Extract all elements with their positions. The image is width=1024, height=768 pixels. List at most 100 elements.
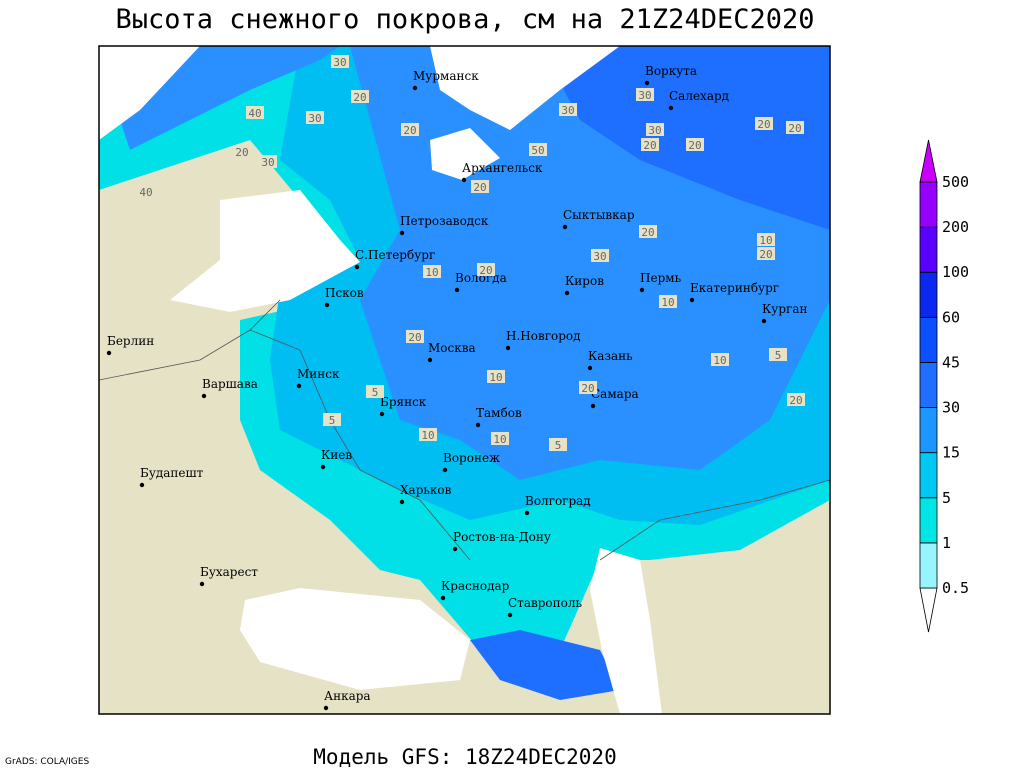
contour-label-bg bbox=[406, 330, 424, 343]
city-label: Екатеринбург bbox=[690, 281, 779, 295]
contour-label-bg bbox=[366, 385, 384, 398]
contour-label-bg bbox=[246, 106, 264, 119]
contour-label-bg bbox=[591, 249, 609, 262]
legend-label: 200 bbox=[942, 218, 969, 236]
contour-label-bg bbox=[757, 233, 775, 246]
contour-label-bg bbox=[786, 121, 804, 134]
contour-label-bg bbox=[529, 143, 547, 156]
contour-label: 20 bbox=[788, 122, 801, 135]
city-dot bbox=[461, 177, 467, 183]
city-label: Волгоград bbox=[525, 494, 591, 508]
contour-label: 20 bbox=[688, 139, 701, 152]
legend-below bbox=[919, 587, 938, 633]
city-dot bbox=[505, 345, 511, 351]
legend-band bbox=[919, 181, 938, 228]
city-label: Сыктывкар bbox=[563, 208, 635, 222]
contour-label: 5 bbox=[775, 349, 782, 362]
city-label: Минск bbox=[297, 367, 340, 381]
legend-band bbox=[919, 452, 938, 499]
legend-band bbox=[919, 407, 938, 454]
border bbox=[249, 329, 471, 561]
city-label: Самара bbox=[591, 387, 639, 401]
contour-label-bg bbox=[259, 155, 277, 168]
contour-label-bg bbox=[659, 295, 677, 308]
white-sea bbox=[430, 128, 500, 180]
contour-label: 10 bbox=[425, 266, 438, 279]
contour-label: 20 bbox=[759, 248, 772, 261]
contour-label: 30 bbox=[593, 250, 606, 263]
contour-label: 30 bbox=[261, 156, 274, 169]
contour-label: 20 bbox=[235, 146, 248, 159]
contour-label-bg bbox=[559, 103, 577, 116]
city-label: Пермь bbox=[640, 271, 682, 285]
city-label: Казань bbox=[588, 349, 633, 363]
contour-label: 20 bbox=[581, 382, 594, 395]
legend-band bbox=[919, 271, 938, 318]
city-label: Краснодар bbox=[441, 579, 510, 593]
city-label: Киев bbox=[321, 448, 352, 462]
city-label: Будапешт bbox=[140, 466, 204, 480]
city-label: Ростов-на-Дону bbox=[453, 530, 551, 544]
contour-label: 20 bbox=[408, 331, 421, 344]
city-label: Харьков bbox=[400, 483, 452, 497]
contour-label-bg bbox=[641, 138, 659, 151]
black-sea bbox=[240, 588, 470, 690]
contour-label-bg bbox=[487, 370, 505, 383]
city-dot bbox=[442, 467, 448, 473]
contour-label: 40 bbox=[139, 186, 152, 199]
contour-label: 10 bbox=[713, 354, 726, 367]
city-label: Воркута bbox=[645, 64, 697, 78]
contour-label: 10 bbox=[759, 234, 772, 247]
contour-label-bg bbox=[639, 225, 657, 238]
contour-label: 30 bbox=[561, 104, 574, 117]
city-label: Петрозаводск bbox=[400, 214, 489, 228]
contour-label-bg bbox=[471, 180, 489, 193]
legend-label: 60 bbox=[942, 308, 960, 326]
contour-label: 5 bbox=[372, 386, 379, 399]
city-dot bbox=[668, 105, 674, 111]
city-dot bbox=[454, 287, 460, 293]
city-label: Тамбов bbox=[476, 406, 522, 420]
city-dot bbox=[199, 581, 205, 587]
contour-label: 50 bbox=[531, 144, 544, 157]
city-label: Курган bbox=[762, 302, 807, 316]
city-label: Москва bbox=[428, 341, 476, 355]
city-label: Киров bbox=[565, 274, 604, 288]
city-label: Псков bbox=[325, 286, 364, 300]
border bbox=[599, 479, 830, 561]
city-dot bbox=[689, 297, 695, 303]
city-label: Ставрополь bbox=[508, 596, 582, 610]
contour-label: 10 bbox=[421, 429, 434, 442]
contour-label: 20 bbox=[473, 181, 486, 194]
contour-label-bg bbox=[351, 90, 369, 103]
contour-label: 5 bbox=[555, 439, 562, 452]
city-dot bbox=[201, 393, 207, 399]
contour-label-bg bbox=[711, 353, 729, 366]
city-dot bbox=[590, 403, 596, 409]
city-dot bbox=[564, 290, 570, 296]
city-dot bbox=[399, 230, 405, 236]
sea-north bbox=[99, 46, 200, 140]
city-label: Салехард bbox=[669, 89, 729, 103]
contour-label-bg bbox=[491, 432, 509, 445]
legend-label: 45 bbox=[942, 353, 960, 371]
city-dot bbox=[587, 365, 593, 371]
border bbox=[99, 299, 281, 381]
contour-label-bg bbox=[419, 428, 437, 441]
city-dot bbox=[379, 411, 385, 417]
contour-label: 40 bbox=[248, 107, 261, 120]
contour-label-bg bbox=[787, 393, 805, 406]
city-label: Анкара bbox=[324, 689, 371, 703]
city-dot bbox=[427, 357, 433, 363]
contour-label: 20 bbox=[641, 226, 654, 239]
contour-label: 20 bbox=[353, 91, 366, 104]
city-dot bbox=[524, 510, 530, 516]
legend-label: 1 bbox=[942, 534, 951, 552]
city-dot bbox=[644, 80, 650, 86]
legend-band bbox=[919, 226, 938, 273]
city-dot bbox=[106, 350, 112, 356]
contour-label: 10 bbox=[493, 433, 506, 446]
city-label: Бухарест bbox=[200, 565, 258, 579]
barents-sea bbox=[430, 46, 620, 130]
